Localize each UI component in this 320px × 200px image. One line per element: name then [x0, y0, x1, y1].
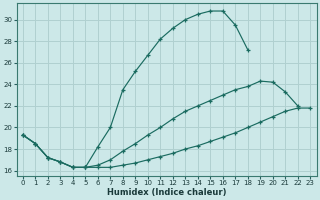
X-axis label: Humidex (Indice chaleur): Humidex (Indice chaleur)	[107, 188, 226, 197]
